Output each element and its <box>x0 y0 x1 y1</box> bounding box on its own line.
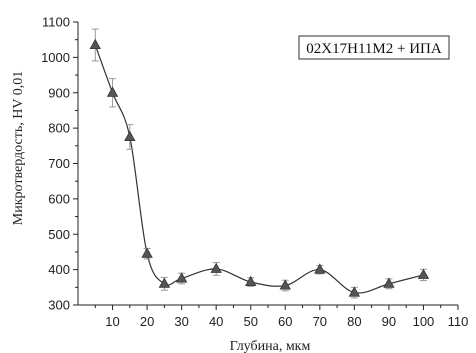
data-point-triangle <box>279 279 291 290</box>
x-tick-label: 10 <box>105 314 119 329</box>
x-tick-label: 90 <box>382 314 396 329</box>
y-tick-label: 600 <box>48 191 70 206</box>
legend-label: 02X17H11M2 + ИПА <box>306 41 442 57</box>
legend: 02X17H11M2 + ИПА <box>298 35 450 60</box>
x-tick-label: 40 <box>209 314 223 329</box>
x-axis-ticks: 10 20 30 40 50 60 70 80 90 100 110 <box>94 305 469 329</box>
y-tick-label: 500 <box>48 227 70 242</box>
data-point-triangle <box>348 286 361 297</box>
data-point-triangle <box>383 277 395 288</box>
x-tick-label: 70 <box>313 314 327 329</box>
plot-area <box>77 22 458 306</box>
data-point-triangle <box>89 38 101 49</box>
y-tick-label: 300 <box>48 298 70 313</box>
data-point-triangle <box>158 277 171 288</box>
data-point-triangle <box>141 247 153 258</box>
x-tick-label: 100 <box>413 314 435 329</box>
x-tick-label: 30 <box>174 314 188 329</box>
y-axis-title: Микротвердость, HV 0,01 <box>11 71 26 225</box>
x-tick-label: 80 <box>347 314 361 329</box>
series-group <box>89 28 430 299</box>
x-axis-title: Глубина, мкм <box>230 339 311 353</box>
legend-box <box>298 35 450 60</box>
x-tick-label: 60 <box>278 314 292 329</box>
data-point-triangle <box>106 86 119 97</box>
data-point-triangle <box>417 268 430 279</box>
y-tick-label: 700 <box>48 156 70 171</box>
data-point-triangle <box>245 275 257 287</box>
y-tick-label: 800 <box>48 121 70 136</box>
data-point-triangle <box>210 262 222 273</box>
x-tick-label: 20 <box>140 314 154 329</box>
y-tick-label: 1100 <box>42 15 70 30</box>
x-tick-label: 50 <box>243 314 257 329</box>
x-tick-label: 110 <box>448 314 469 329</box>
y-tick-label: 400 <box>48 262 70 277</box>
y-tick-label: 1000 <box>41 50 70 65</box>
y-axis-ticks: 300 400 500 600 700 800 900 1000 1100 <box>41 15 78 313</box>
data-point-triangle <box>175 272 188 283</box>
y-tick-label: 900 <box>48 85 70 100</box>
data-point-triangle <box>314 263 326 274</box>
data-point-triangle <box>124 130 136 141</box>
